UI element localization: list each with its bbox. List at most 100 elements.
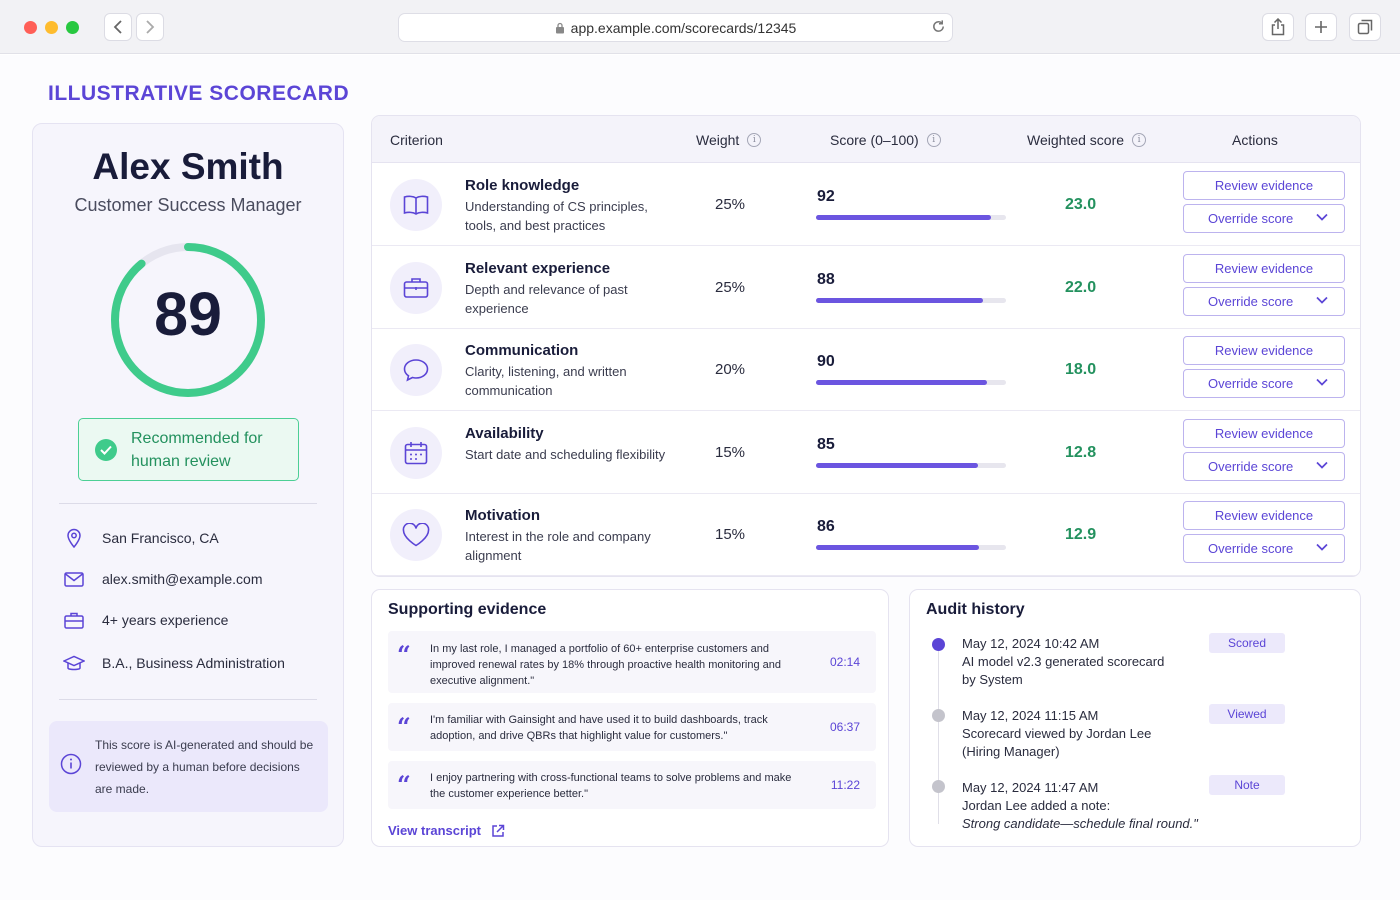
section-title: Supporting evidence: [388, 601, 547, 618]
header-weighted-score: Weighted score i: [1027, 132, 1147, 148]
criterion-description: Depth and relevance of past experience: [465, 281, 628, 316]
quote-icon: “: [397, 640, 411, 669]
reload-icon[interactable]: [931, 19, 946, 37]
override-score-dropdown[interactable]: Override score: [1183, 369, 1345, 398]
timeline-dot: [932, 709, 945, 722]
evidence-quote[interactable]: “ I'm familiar with Gainsight and have u…: [388, 703, 876, 751]
location-info: San Francisco, CA: [63, 527, 219, 549]
maximize-window-button[interactable]: [66, 21, 79, 34]
view-transcript-link[interactable]: View transcript: [388, 823, 505, 838]
override-score-label: Override score: [1208, 376, 1294, 391]
candidate-profile-card: Alex Smith Customer Success Manager 89 R…: [32, 123, 344, 847]
timestamp-link[interactable]: 06:37: [829, 720, 860, 734]
criterion-title: Relevant experience: [465, 259, 611, 277]
criterion-description: Understanding of CS principles, tools, a…: [465, 199, 648, 233]
external-link-icon: [492, 824, 505, 837]
timeline-line: [938, 644, 939, 824]
criterion-score: 85: [817, 435, 835, 453]
evidence-quote[interactable]: “ In my last role, I managed a portfolio…: [388, 631, 876, 693]
forward-button[interactable]: [136, 13, 164, 41]
criterion-title: Motivation: [465, 507, 540, 524]
candidate-role: Customer Success Manager: [74, 195, 302, 215]
experience-info: 4+ years experience: [63, 609, 228, 631]
review-evidence-button[interactable]: Review evidence: [1183, 336, 1345, 365]
table-row: Communication Clarity, listening, and wri…: [372, 328, 1360, 411]
audit-entry: May 12, 2024 11:15 AM Scorecard viewed b…: [962, 708, 1152, 759]
info-icon: [60, 753, 82, 780]
score-bar: [816, 462, 1006, 468]
section-title: Audit history: [926, 601, 1025, 618]
review-evidence-button[interactable]: Review evidence: [1183, 418, 1345, 448]
info-icon[interactable]: i: [1132, 133, 1147, 147]
calendar-icon: [390, 426, 442, 479]
new-tab-button[interactable]: [1305, 13, 1337, 41]
criterion-description: Interest in the role and company alignme…: [465, 529, 651, 563]
criterion-description: Clarity, listening, and written communic…: [465, 364, 627, 398]
weighted-score: 12.8: [1065, 443, 1097, 461]
email-text[interactable]: alex.smith@example.com: [102, 571, 263, 587]
criterion-score: 86: [817, 518, 835, 535]
overall-score-ring: [111, 243, 265, 397]
override-score-label: Override score: [1208, 541, 1294, 556]
chevron-down-icon: [1316, 378, 1328, 386]
evidence-quote[interactable]: “ I enjoy partnering with cross-function…: [388, 761, 876, 809]
timestamp-link[interactable]: 11:22: [830, 778, 860, 792]
info-icon[interactable]: i: [926, 133, 941, 147]
criterion-description: Start date and scheduling flexibility: [465, 446, 666, 462]
chevron-down-icon: [1316, 461, 1328, 469]
candidate-name: Alex Smith: [92, 146, 284, 187]
criterion-weight: 15%: [715, 526, 746, 543]
override-score-dropdown[interactable]: Override score: [1183, 286, 1345, 316]
recommendation-badge: Recommended for human review: [78, 418, 299, 481]
criterion-weight: 20%: [715, 361, 746, 378]
mail-icon: [63, 568, 85, 590]
graduation-cap-icon: [63, 652, 85, 674]
score-bar: [816, 380, 1006, 385]
tab-overview-button[interactable]: [1349, 13, 1381, 41]
override-score-dropdown[interactable]: Override score: [1183, 534, 1345, 563]
override-score-dropdown[interactable]: Override score: [1183, 451, 1345, 481]
briefcase-icon: [390, 261, 442, 314]
back-button[interactable]: [104, 13, 132, 41]
address-bar[interactable]: app.example.com/scorecards/12345: [398, 13, 953, 42]
review-evidence-button[interactable]: Review evidence: [1183, 171, 1345, 200]
score-bar: [816, 215, 1006, 220]
share-button[interactable]: [1262, 13, 1294, 41]
minimize-window-button[interactable]: [45, 21, 58, 34]
heart-icon: [390, 509, 442, 561]
table-row: Availability Start date and scheduling fl…: [372, 411, 1360, 494]
status-badge: Viewed: [1209, 704, 1285, 724]
score-bar: [816, 297, 1006, 303]
page-content: ILLUSTRATIVE SCORECARD Alex Smith Custom…: [0, 55, 1400, 900]
weighted-score: 23.0: [1065, 196, 1097, 213]
status-badge: Note: [1209, 775, 1285, 795]
ai-disclaimer: This score is AI-generated and should be…: [49, 721, 328, 812]
tabs-icon: [1357, 19, 1373, 35]
timestamp-link[interactable]: 02:14: [829, 655, 860, 669]
chevron-left-icon: [113, 20, 122, 34]
score-bar-fill: [816, 297, 984, 303]
divider: [59, 699, 317, 700]
page-title: ILLUSTRATIVE SCORECARD: [48, 82, 350, 105]
score-bar-fill: [816, 545, 980, 550]
experience-text: 4+ years experience: [102, 612, 229, 628]
criterion-score: 88: [817, 270, 835, 288]
criterion-score: 90: [817, 353, 835, 370]
chevron-right-icon: [146, 20, 155, 34]
plus-icon: [1315, 21, 1327, 33]
override-score-dropdown[interactable]: Override score: [1183, 204, 1345, 233]
weighted-score: 12.9: [1065, 526, 1097, 543]
table-row: Role knowledge Understanding of CS princi…: [372, 163, 1360, 246]
override-score-label: Override score: [1208, 458, 1294, 474]
info-icon[interactable]: i: [747, 133, 762, 147]
review-evidence-button[interactable]: Review evidence: [1183, 501, 1345, 530]
timeline-dot: [932, 638, 945, 651]
review-evidence-button[interactable]: Review evidence: [1183, 253, 1345, 283]
share-icon: [1271, 18, 1285, 36]
supporting-evidence-panel: Supporting evidence “ In my last role, I…: [371, 589, 889, 847]
disclaimer-text: This score is AI-generated and should be…: [95, 737, 314, 796]
audit-entry: May 12, 2024 11:47 AM Jordan Lee added a…: [962, 780, 1198, 831]
close-window-button[interactable]: [24, 21, 37, 34]
audit-entry: May 12, 2024 10:42 AM AI model v2.3 gene…: [962, 636, 1165, 687]
education-info: B.A., Business Administration: [63, 652, 285, 674]
